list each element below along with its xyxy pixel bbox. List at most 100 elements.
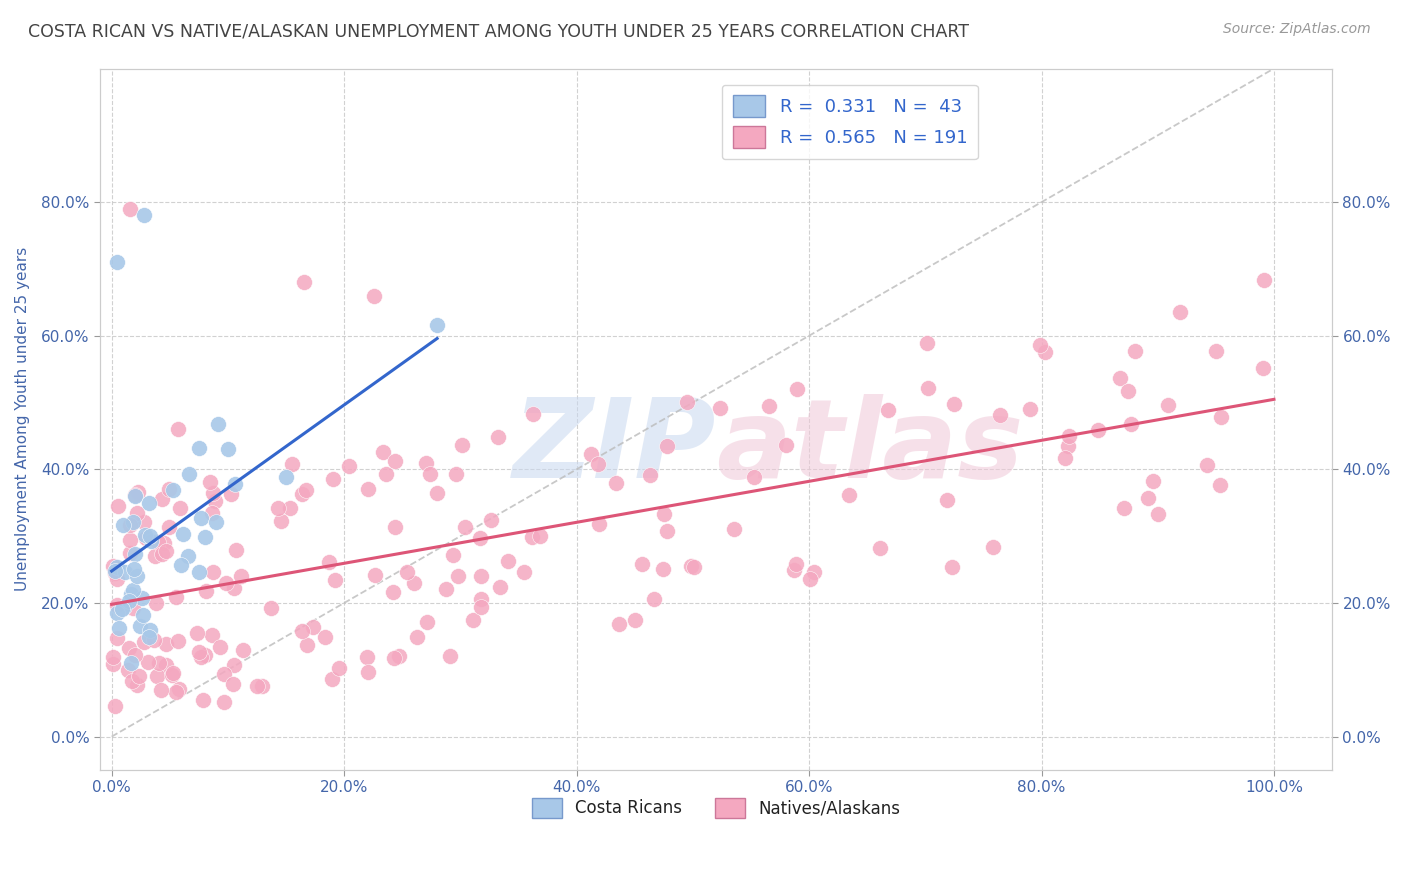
Point [224, 477, 246, 491]
Point [122, 515, 145, 529]
Point [426, 486, 449, 500]
Point [217, 442, 239, 456]
Point [869, 541, 891, 555]
Point [194, 530, 217, 544]
Point [132, 209, 155, 223]
Point [655, 439, 678, 453]
Point [318, 555, 340, 569]
Point [232, 643, 254, 657]
Point [314, 631, 336, 645]
Point [157, 482, 180, 496]
Point [201, 566, 224, 580]
Point [120, 202, 142, 216]
Point [129, 619, 152, 633]
Point [605, 476, 627, 491]
Point [1109, 371, 1132, 385]
Point [1114, 500, 1136, 515]
Point [785, 558, 807, 572]
Point [441, 548, 464, 562]
Point [111, 601, 134, 615]
Point [463, 614, 485, 628]
Point [136, 655, 159, 669]
Point [1168, 305, 1191, 319]
Point [222, 581, 245, 595]
Point [190, 511, 212, 525]
Point [212, 667, 235, 681]
Point [165, 685, 187, 699]
Point [121, 674, 143, 689]
Point [222, 676, 245, 690]
Point [122, 583, 145, 598]
Point [111, 517, 134, 532]
Point [153, 536, 176, 550]
Point [187, 441, 209, 455]
Point [775, 438, 797, 452]
Point [838, 488, 860, 502]
Point [657, 524, 679, 538]
Point [337, 458, 360, 473]
Point [132, 607, 155, 622]
Point [229, 569, 252, 583]
Point [157, 519, 180, 533]
Point [194, 583, 217, 598]
Point [451, 438, 474, 452]
Point [209, 640, 232, 654]
Point [444, 467, 467, 481]
Point [652, 562, 675, 576]
Point [426, 318, 449, 333]
Point [108, 621, 131, 635]
Point [415, 456, 437, 470]
Point [683, 559, 706, 574]
Point [357, 483, 380, 497]
Point [141, 533, 163, 548]
Point [588, 516, 610, 531]
Point [186, 626, 208, 640]
Point [260, 601, 283, 615]
Point [120, 587, 142, 601]
Point [470, 531, 492, 545]
Point [1147, 508, 1170, 522]
Point [1116, 384, 1139, 398]
Y-axis label: Unemployment Among Youth under 25 years: Unemployment Among Youth under 25 years [15, 247, 30, 591]
Point [105, 255, 128, 269]
Point [179, 467, 201, 481]
Point [201, 628, 224, 642]
Point [148, 657, 170, 671]
Point [245, 679, 267, 693]
Point [155, 658, 177, 673]
Point [1205, 344, 1227, 359]
Point [155, 543, 177, 558]
Point [124, 648, 146, 662]
Point [402, 576, 425, 591]
Point [131, 591, 153, 605]
Point [1019, 401, 1042, 416]
Point [786, 382, 808, 396]
Point [143, 549, 166, 563]
Point [941, 560, 963, 574]
Point [579, 447, 602, 461]
Point [225, 543, 247, 558]
Point [624, 613, 647, 627]
Point [214, 695, 236, 709]
Point [124, 488, 146, 502]
Point [167, 634, 190, 648]
Point [105, 572, 128, 586]
Point [155, 637, 177, 651]
Point [638, 468, 661, 483]
Point [291, 487, 314, 501]
Point [1059, 429, 1081, 443]
Point [122, 562, 145, 576]
Point [758, 400, 780, 414]
Point [143, 633, 166, 648]
Point [118, 640, 141, 655]
Point [434, 582, 457, 596]
Point [302, 620, 325, 634]
Point [162, 483, 184, 497]
Point [322, 472, 344, 486]
Point [280, 457, 302, 471]
Point [470, 568, 492, 582]
Point [278, 500, 301, 515]
Point [382, 584, 405, 599]
Point [328, 661, 350, 675]
Point [942, 397, 965, 411]
